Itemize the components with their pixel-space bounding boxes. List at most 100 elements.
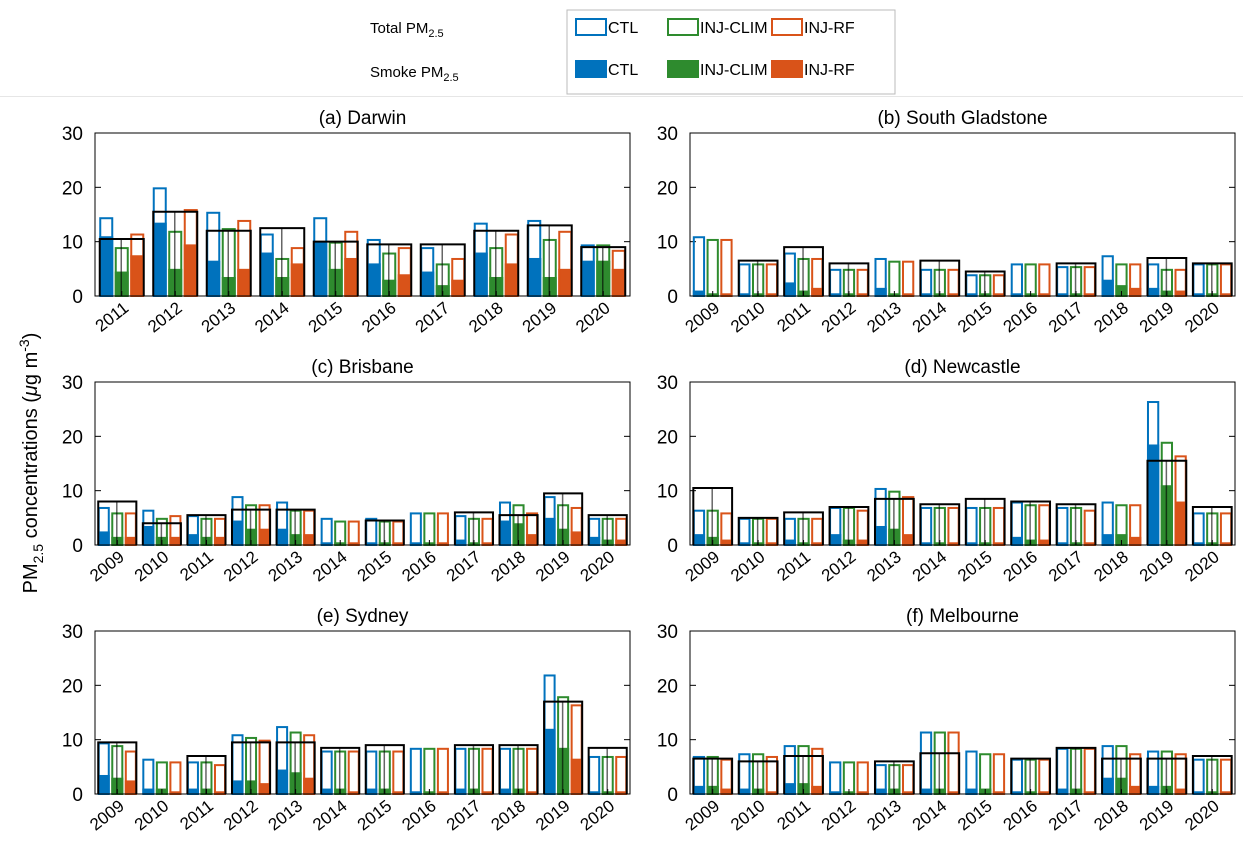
bar-smoke-ctl [473,252,488,296]
x-tick-label: 2018 [487,547,529,585]
bar-total-inj-rf [902,764,915,795]
bar-total-ctl [1192,263,1205,297]
x-tick-label: 2014 [909,547,951,585]
bar-smoke-inj-rf [451,279,466,296]
y-tick-label: 10 [657,482,678,503]
bar-smoke-ctl [543,728,556,794]
bar-smoke-inj-rf [902,791,915,794]
y-axis-label-mu: μ [20,385,42,397]
bar-smoke-inj-rf [1219,791,1233,794]
bar-smoke-inj-rf [1083,293,1096,296]
bar-total-ctl [498,747,512,795]
bar-smoke-ctl [1010,791,1023,794]
bar-total-ctl [1192,758,1205,796]
bar-smoke-inj-rf [481,542,494,545]
bar-smoke-inj-rf [992,542,1006,545]
axes-frame [94,132,631,297]
x-tick-label: 2010 [131,796,173,834]
bar-smoke-ctl [965,542,978,545]
bar-smoke-ctl [152,222,167,296]
bar-smoke-inj-rf [290,263,305,296]
bar-smoke-inj-rf [765,542,779,545]
bar-smoke-inj-rf [1219,542,1233,545]
x-tick-label: 2018 [465,298,507,336]
bar-total-inj-rf [992,506,1006,547]
bar-smoke-ctl [588,536,601,545]
bar-smoke-inj-rf [902,293,915,296]
bar-smoke-ctl [320,788,333,794]
bar-smoke-inj-rf [124,780,137,794]
bar-smoke-inj-rf [347,542,360,545]
x-tick-label: 2015 [954,547,996,585]
bar-total-ctl [588,755,601,796]
bar-smoke-inj-rf [130,255,145,296]
bar-total-inj-rf [765,517,779,546]
bar-total-ctl [1010,263,1023,297]
bar-total-inj-rf [1083,509,1096,546]
bar-smoke-ctl [231,780,244,794]
x-tick-label: 2013 [863,796,905,834]
bar-smoke-inj-rf [947,293,960,296]
bar-total-inj-rf [615,755,628,796]
x-tick-label: 2019 [1136,796,1178,834]
x-tick-label: 2011 [92,298,133,335]
x-tick-label: 2020 [577,547,619,585]
x-tick-label: 2010 [727,796,769,834]
x-tick-label: 2018 [1090,547,1132,585]
bar-smoke-ctl [692,290,706,296]
bar-smoke-ctl [919,293,933,296]
bar-total-ctl [965,506,978,547]
bar-smoke-inj-rf [615,791,628,794]
legend-swatch-total-ctl [575,18,607,36]
bar-smoke-inj-rf [436,542,449,545]
y-axis-label-sup: -3 [16,339,32,352]
bar-total-inj-rf [765,755,779,796]
x-tick-label: 2017 [1045,547,1087,585]
bar-total-inj-rf [1083,747,1096,795]
bar-smoke-ctl [543,517,556,545]
bar-smoke-inj-rf [258,528,271,545]
x-tick-label: 2015 [354,796,396,834]
y-tick-label: 30 [62,124,83,145]
bar-total-inj-rf [392,520,405,546]
x-tick-label: 2014 [909,796,951,834]
x-tick-label: 2020 [1181,796,1223,834]
bar-total-ctl [919,731,933,795]
y-tick-label: 10 [657,731,678,752]
x-tick-label: 2017 [412,298,454,336]
bar-smoke-ctl [738,542,751,545]
bar-smoke-ctl [276,528,289,545]
legend-smoke-label: Smoke PM2.5 [366,62,463,86]
y-tick-label: 0 [667,785,678,806]
bar-smoke-ctl [919,542,933,545]
x-tick-label: 2010 [131,547,173,585]
y-axis-label-text: concentrations ( [20,396,42,544]
bar-total-ctl [365,517,378,546]
bar-total-ctl [1192,512,1205,547]
legend-swatch-smoke-ctl [575,60,607,78]
axes-frame [94,381,631,546]
y-tick-label: 10 [62,482,83,503]
panel-4: (d) Newcastle 0 10 20 30 2009 2010 2011 2012 2013… [657,357,1236,585]
x-tick-label: 2009 [86,547,128,585]
legend-swatch-smoke-inj-clim [667,60,699,78]
bar-smoke-ctl [692,534,706,545]
chart-title: (d) Newcastle [904,357,1020,378]
bar-smoke-inj-rf [811,287,824,296]
bar-total-inj-clim [979,753,992,795]
bar-total-inj-rf [392,750,405,795]
bar-total-inj-rf [856,268,869,298]
bar-smoke-inj-rf [615,539,628,545]
bar-smoke-ctl [366,263,381,296]
x-tick-label: 2018 [1090,796,1132,834]
bar-total-ctl [965,274,978,297]
bar-total-inj-rf [1219,758,1233,796]
axes-frame [689,132,1236,297]
legend-swatch-total-inj-rf [771,18,803,36]
x-tick-label: 2012 [144,298,186,336]
bar-smoke-ctl [99,236,114,296]
legend-smoke-sub: 2.5 [443,72,459,84]
bar-smoke-inj-rf [720,539,733,545]
